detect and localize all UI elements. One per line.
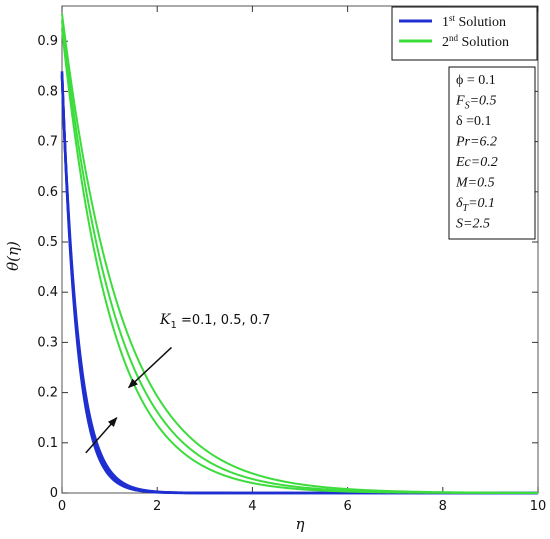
y-tick-label: 0.3: [37, 335, 58, 350]
x-axis-label: η: [296, 515, 305, 533]
k1-annotation: K1 =0.1, 0.5, 0.7: [159, 312, 270, 331]
legend-box: [391, 6, 538, 61]
parameter-line: ϕ = 0.1: [456, 73, 496, 88]
parameter-line: FS=0.5: [455, 94, 497, 112]
series-line-second-6: [61, 28, 538, 494]
y-tick-label: 0.5: [37, 235, 58, 250]
parameter-line: Ec=0.2: [455, 155, 498, 170]
y-tick-label: 0.7: [37, 135, 58, 150]
x-tick-label: 8: [439, 499, 447, 514]
y-tick-label: 0.1: [37, 436, 58, 451]
annotation-arrow-1: [127, 346, 172, 389]
annotation-layer: K1 =0.1, 0.5, 0.7: [85, 312, 270, 454]
parameter-line: δ =0.1: [456, 114, 492, 129]
x-tick-label: 10: [530, 499, 547, 514]
parameter-line: δT=0.1: [456, 196, 495, 214]
x-tick-label: 2: [153, 499, 161, 514]
y-tick-label: 0: [50, 486, 58, 501]
y-tick-label: 0.2: [37, 386, 58, 401]
x-tick-label: 4: [248, 499, 256, 514]
y-tick-label: 0.9: [37, 34, 58, 49]
legend: 1st Solution 2nd Solution: [391, 6, 538, 61]
series-layer: [60, 13, 538, 495]
parameter-line: S=2.5: [456, 217, 490, 232]
y-tick-label: 0.6: [37, 185, 58, 200]
y-tick-label: 0.8: [37, 84, 58, 99]
y-tick-label: 0.4: [37, 285, 58, 300]
x-tick-label: 6: [343, 499, 351, 514]
legend-entry-label: 1st Solution: [442, 13, 506, 30]
y-axis-ticks: 0 0.1 0.2 0.3 0.4 0.5 0.6 0.7 0.8 0.9: [37, 34, 538, 501]
parameter-line: Pr=6.2: [455, 135, 497, 150]
parameter-box: ϕ = 0.1 FS=0.5 δ =0.1 Pr=6.2 Ec=0.2 M=0.5 δT=0…: [448, 66, 536, 240]
y-axis-label: θ(η): [4, 241, 22, 271]
legend-entry-label: 2nd Solution: [442, 33, 509, 50]
annotation-arrow-2: [85, 416, 118, 454]
x-tick-label: 0: [58, 499, 66, 514]
parameter-line: M=0.5: [455, 176, 495, 191]
parameter-box-frame: [448, 66, 536, 240]
